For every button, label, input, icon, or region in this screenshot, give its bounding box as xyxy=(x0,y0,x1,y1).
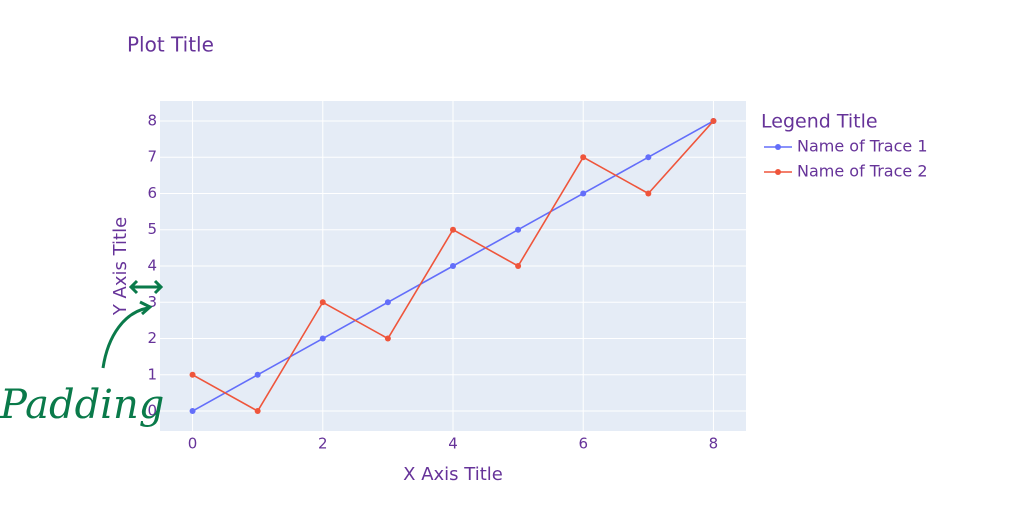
point xyxy=(254,371,261,378)
legend-label: Name of Trace 1 xyxy=(797,137,928,156)
x-axis-title: X Axis Title xyxy=(403,464,503,485)
point xyxy=(450,263,456,269)
x-tick-label: 6 xyxy=(578,435,588,453)
y-tick-label: 4 xyxy=(147,257,157,275)
point xyxy=(580,154,587,161)
y-tick-label: 3 xyxy=(147,293,157,311)
padding-note: Padding xyxy=(0,279,164,428)
note-arrowhead xyxy=(139,300,153,316)
x-tick-label: 0 xyxy=(188,435,198,453)
y-tick-label: 2 xyxy=(147,329,157,347)
annotation: Padding xyxy=(0,382,164,428)
chart-title: Plot Title xyxy=(127,33,214,57)
x-tick-label: 4 xyxy=(448,435,458,453)
point xyxy=(189,408,196,415)
point xyxy=(710,117,717,124)
y-tick-label: 6 xyxy=(147,184,157,202)
padding-indicator xyxy=(128,279,164,295)
y-tick-label: 8 xyxy=(147,111,157,129)
point xyxy=(319,299,326,306)
x-tick-label: 8 xyxy=(709,435,719,453)
point xyxy=(450,226,456,233)
point xyxy=(189,371,196,378)
point xyxy=(645,190,652,197)
note-arrow xyxy=(101,306,149,369)
series xyxy=(189,117,717,415)
y-tick-label: 0 xyxy=(147,402,157,420)
y-tick-label: 1 xyxy=(147,365,157,383)
point xyxy=(384,335,391,342)
point xyxy=(319,335,326,342)
y-tick-label: 7 xyxy=(147,148,157,166)
point xyxy=(645,154,652,161)
point xyxy=(384,299,391,306)
point xyxy=(580,190,587,197)
point xyxy=(254,408,261,415)
series xyxy=(189,117,717,415)
point xyxy=(515,263,522,269)
legend-title: Legend Title xyxy=(761,111,878,133)
legend-marker xyxy=(775,144,781,150)
x-tick-label: 2 xyxy=(318,435,328,453)
legend-marker xyxy=(775,169,781,175)
point xyxy=(515,226,522,233)
y-tick-label: 5 xyxy=(147,220,157,238)
y-axis-title: Y Axis Title xyxy=(110,217,131,316)
legend-label: Name of Trace 2 xyxy=(797,162,928,181)
